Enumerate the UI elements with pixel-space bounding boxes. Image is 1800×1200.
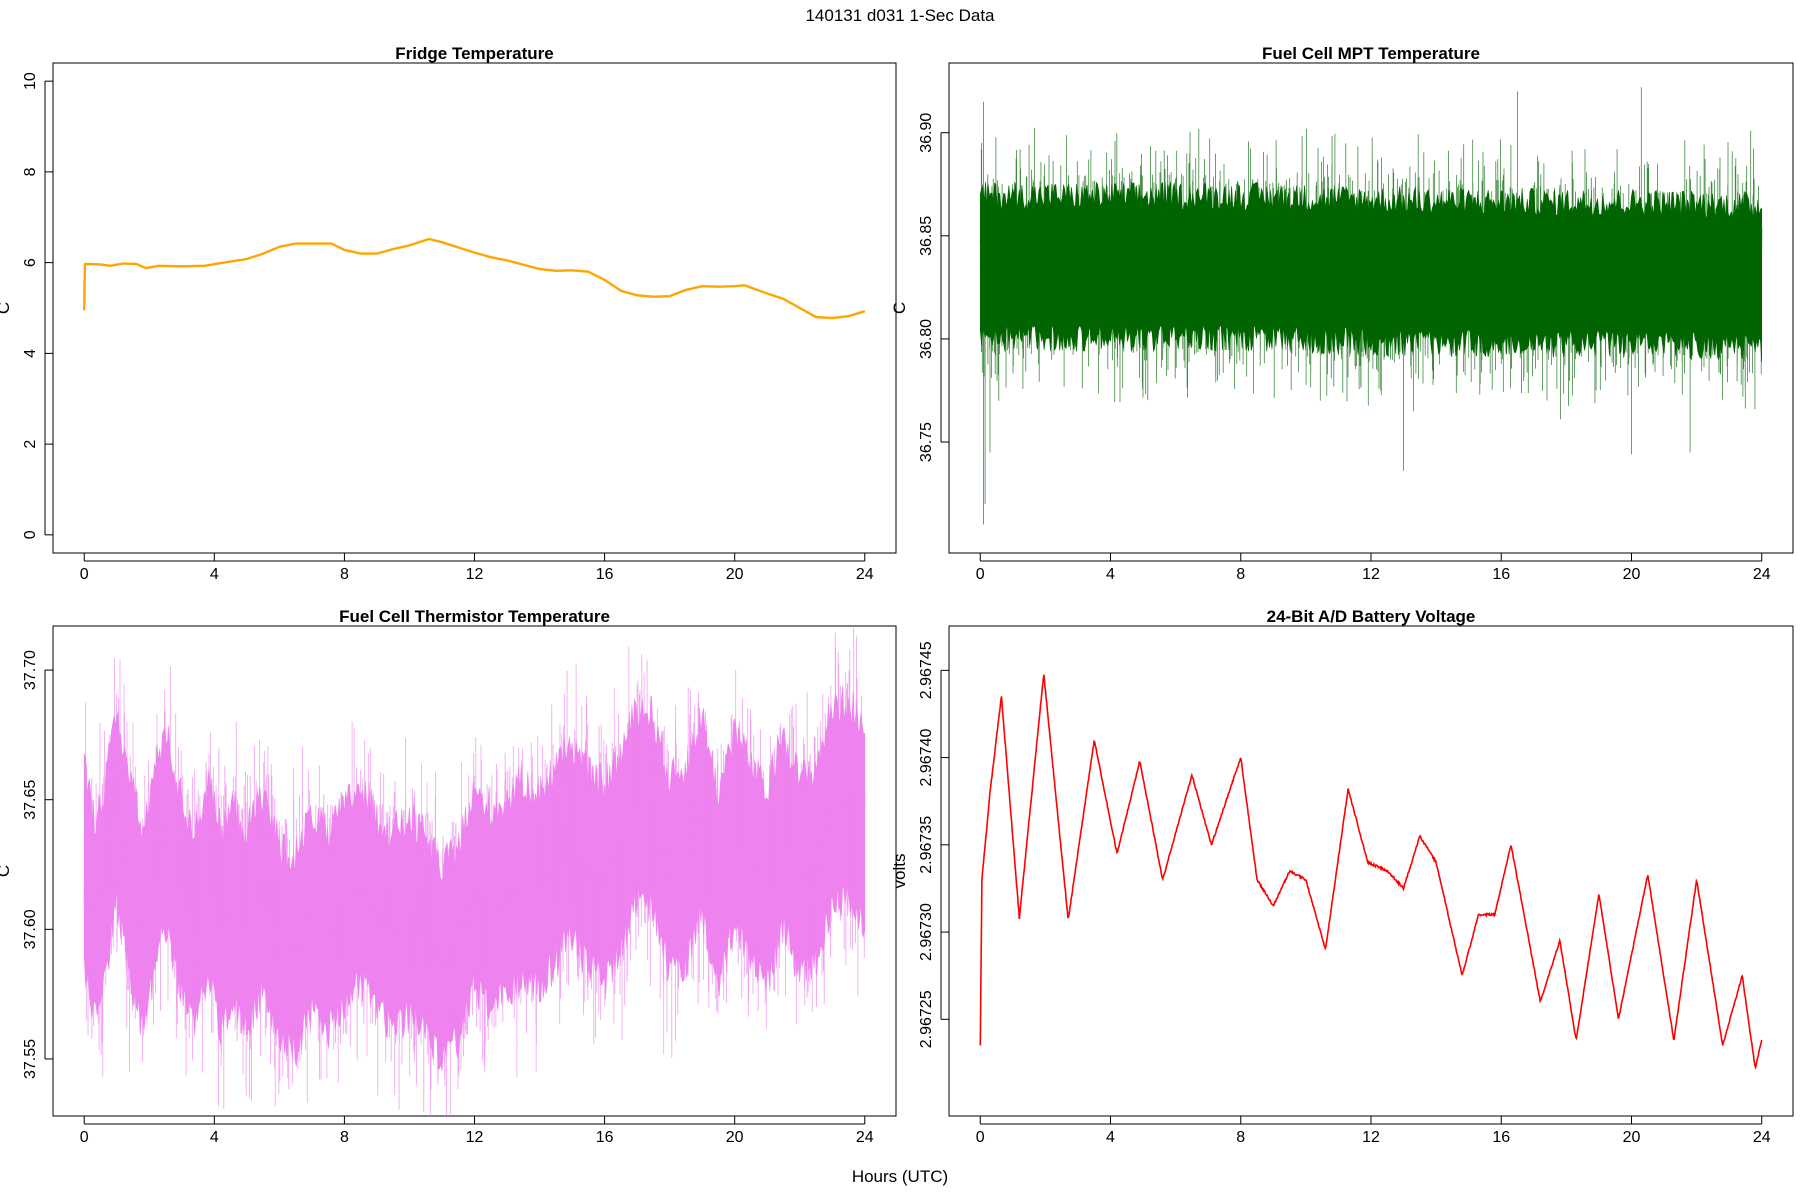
thermistor-x-tick-label: 24: [856, 1129, 874, 1146]
thermistor-y-tick-label: 37.65: [22, 780, 39, 820]
thermistor-y-tick-label: 37.55: [22, 1039, 39, 1079]
fridge-y-tick-label: 4: [22, 349, 39, 358]
thermistor-x-tick-label: 16: [596, 1129, 614, 1146]
mpt-y-tick-label: 36.90: [918, 113, 935, 153]
mpt-y-tick-label: 36.85: [918, 216, 935, 256]
thermistor-x-tick-label: 4: [210, 1129, 219, 1146]
figure-title: 140131 d031 1-Sec Data: [805, 6, 995, 25]
mpt-y-axis-label: C: [890, 302, 909, 314]
battery-y-tick-label: 2.96740: [918, 729, 935, 787]
thermistor-y-axis-label: C: [0, 865, 13, 877]
battery-x-tick-label: 24: [1753, 1129, 1771, 1146]
fridge-title: Fridge Temperature: [395, 44, 553, 63]
fridge-x-tick-label: 12: [466, 566, 484, 583]
fridge-y-tick-label: 8: [22, 167, 39, 176]
battery-title: 24-Bit A/D Battery Voltage: [1267, 607, 1476, 626]
battery-series-line: [979, 674, 1763, 1070]
mpt-x-tick-label: 0: [976, 566, 985, 583]
mpt-x-tick-label: 24: [1753, 566, 1771, 583]
x-axis-common-label: Hours (UTC): [851, 1167, 949, 1186]
mpt-title: Fuel Cell MPT Temperature: [1262, 44, 1480, 63]
mpt-x-tick-label: 8: [1236, 566, 1245, 583]
mpt-x-tick-label: 16: [1492, 566, 1510, 583]
thermistor-panel: Fuel Cell Thermistor Temperature C 0 4 8 12 16…: [0, 607, 897, 1146]
fridge-y-axis-label: C: [0, 302, 13, 314]
battery-x-tick-label: 12: [1362, 1129, 1380, 1146]
fridge-y-tick-label: 2: [22, 440, 39, 449]
thermistor-y-tick-label: 37.60: [22, 909, 39, 949]
fridge-y-tick-label: 6: [22, 258, 39, 267]
battery-x-tick-label: 16: [1492, 1129, 1510, 1146]
fridge-x-tick-label: 4: [210, 566, 219, 583]
thermistor-x-tick-label: 8: [340, 1129, 349, 1146]
battery-y-axis-label: volts: [890, 854, 909, 889]
thermistor-title: Fuel Cell Thermistor Temperature: [339, 607, 610, 626]
fridge-x-tick-label: 0: [80, 566, 89, 583]
fridge-x-tick-label: 8: [340, 566, 349, 583]
fridge-y-tick-label: 0: [22, 530, 39, 539]
mpt-y-tick-label: 36.75: [918, 422, 935, 462]
battery-y-tick-label: 2.96725: [918, 990, 935, 1048]
fridge-panel: Fridge TemperatureC048121620240246810: [0, 44, 897, 583]
thermistor-x-tick-label: 12: [466, 1129, 484, 1146]
fridge-plot-frame: [52, 62, 897, 554]
battery-x-tick-label: 4: [1106, 1129, 1115, 1146]
fridge-x-tick-label: 16: [596, 566, 614, 583]
fridge-x-tick-label: 20: [726, 566, 744, 583]
mpt-x-tick-label: 12: [1362, 566, 1380, 583]
battery-panel: 24-Bit A/D Battery Voltage volts 0 4 8 12 16 20…: [890, 607, 1794, 1146]
fridge-x-tick-label: 24: [856, 566, 874, 583]
battery-x-tick-label: 20: [1623, 1129, 1641, 1146]
mpt-panel: Fuel Cell MPT Temperature C 0 4 8 12 16 20 24 36.…: [890, 44, 1794, 583]
mpt-x-tick-label: 20: [1623, 566, 1641, 583]
thermistor-x-tick-label: 20: [726, 1129, 744, 1146]
mpt-series-spikes: [980, 87, 1762, 525]
thermistor-series-spikes: [85, 626, 865, 1116]
mpt-y-tick-label: 36.80: [918, 319, 935, 359]
battery-x-tick-label: 8: [1236, 1129, 1245, 1146]
battery-x-tick-label: 0: [976, 1129, 985, 1146]
fridge-y-tick-label: 10: [22, 72, 39, 90]
battery-y-tick-label: 2.96730: [918, 903, 935, 961]
battery-y-tick-label: 2.96735: [918, 816, 935, 874]
battery-y-tick-label: 2.96745: [918, 641, 935, 699]
thermistor-x-tick-label: 0: [80, 1129, 89, 1146]
mpt-x-tick-label: 4: [1106, 566, 1115, 583]
thermistor-y-tick-label: 37.70: [22, 650, 39, 690]
fridge-series-line: [83, 237, 866, 320]
